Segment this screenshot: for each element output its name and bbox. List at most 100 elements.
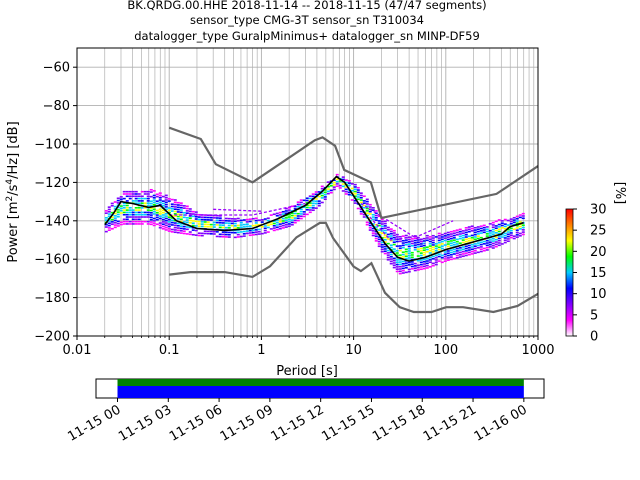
psd-density-cell <box>521 229 525 231</box>
x-axis-ticks: 0.01 0.1 1 10 100 1000 <box>63 336 555 358</box>
psd-density-cell <box>464 250 468 252</box>
psd-density-cell <box>188 215 192 217</box>
psd-density-cell <box>434 243 438 245</box>
psd-density-cell <box>305 206 309 209</box>
psd-density-cell <box>509 232 513 234</box>
psd-density-cell <box>122 211 126 214</box>
psd-density-cell <box>362 202 366 204</box>
psd-density-cell <box>467 230 471 233</box>
psd-density-cell <box>131 193 135 195</box>
psd-density-cell <box>131 218 135 221</box>
psd-density-cell <box>320 197 324 199</box>
psd-density-cell <box>116 202 120 204</box>
psd-density-cell <box>509 234 513 237</box>
x-tick-label: 1000 <box>521 343 554 358</box>
psd-density-cell <box>116 225 120 227</box>
psd-density-cell <box>107 227 111 229</box>
psd-density-cell <box>344 193 348 195</box>
psd-density-cell <box>314 202 318 205</box>
psd-density-cell <box>431 264 435 267</box>
psd-density-cell <box>386 233 390 236</box>
psd-density-cell <box>119 207 123 210</box>
high-noise-model-line <box>168 126 539 220</box>
psd-density-cell <box>242 233 246 235</box>
psd-density-cell <box>185 228 189 231</box>
psd-density-cell <box>365 203 369 205</box>
psd-density-cell <box>158 196 162 199</box>
psd-density-cell <box>218 221 222 224</box>
psd-density-cell <box>293 205 297 208</box>
psd-density-cell <box>350 199 354 201</box>
psd-density-cell <box>353 186 357 188</box>
psd-density-cell <box>296 201 300 203</box>
psd-density-cell <box>143 216 147 218</box>
psd-density-cell <box>416 248 420 250</box>
psd-density-cell <box>377 229 381 231</box>
psd-density-cell <box>227 227 231 229</box>
psd-density-cell <box>407 238 411 241</box>
psd-density-cell <box>140 190 144 193</box>
psd-density-cell <box>122 223 126 225</box>
psd-density-cell <box>179 206 183 209</box>
psd-density-cell <box>347 180 351 182</box>
psd-density-cell <box>440 245 444 247</box>
psd-density-cell <box>377 220 381 222</box>
y-tick-label: −180 <box>34 291 70 306</box>
y-tick-label: −140 <box>34 214 70 229</box>
psd-density-cell <box>404 264 408 267</box>
psd-density-cell <box>386 226 390 229</box>
psd-density-cell <box>455 238 459 241</box>
psd-density-cell <box>437 239 441 242</box>
psd-density-cell <box>224 231 228 234</box>
psd-density-cell <box>290 217 294 219</box>
psd-density-cell <box>419 243 423 245</box>
y-label-sup-2: 4 <box>5 179 15 185</box>
psd-density-cell <box>458 251 462 254</box>
psd-density-cell <box>485 228 489 231</box>
psd-density-cell <box>386 235 390 238</box>
psd-density-cell <box>125 216 129 218</box>
psd-density-cell <box>122 197 126 200</box>
psd-density-cell <box>389 260 393 263</box>
psd-density-cell <box>374 210 378 212</box>
psd-density-cell <box>149 207 153 209</box>
psd-density-cell <box>389 239 393 242</box>
low-noise-model-line <box>169 221 539 314</box>
psd-density-cell <box>461 234 465 237</box>
psd-density-cell <box>140 200 144 202</box>
coverage-bars <box>117 379 524 398</box>
psd-density-cell <box>179 223 183 225</box>
psd-density-cell <box>404 253 408 255</box>
psd-density-cell <box>176 201 180 204</box>
psd-density-cell <box>167 223 171 225</box>
psd-density-cell <box>497 244 501 247</box>
psd-density-cell <box>335 180 339 183</box>
psd-density-cell <box>245 221 249 223</box>
psd-density-cell <box>308 204 312 207</box>
psd-density-cell <box>299 203 303 206</box>
psd-density-cell <box>392 248 396 250</box>
psd-density-cell <box>395 252 399 254</box>
psd-density-cell <box>383 225 387 227</box>
psd-density-cell <box>416 236 420 239</box>
psd-density-cell <box>185 212 189 214</box>
psd-density-cell <box>476 226 480 228</box>
psd-density-cell <box>380 241 384 244</box>
psd-density-cell <box>335 178 339 181</box>
psd-density-cell <box>425 262 429 265</box>
psd-density-cell <box>374 237 378 240</box>
psd-density-cell <box>446 238 450 241</box>
psd-density-cell <box>416 269 420 271</box>
psd-density-cell <box>491 237 495 240</box>
psd-density-cell <box>137 195 141 198</box>
psd-density-cell <box>485 249 489 251</box>
x-tick-label: 100 <box>433 343 458 358</box>
psd-density-cell <box>284 219 288 221</box>
psd-density-cell <box>164 219 168 222</box>
psd-density-cell <box>494 225 498 227</box>
psd-density-cell <box>434 236 438 238</box>
psd-density-cell <box>209 233 213 235</box>
psd-density-cell <box>491 226 495 229</box>
psd-density-cell <box>473 231 477 234</box>
